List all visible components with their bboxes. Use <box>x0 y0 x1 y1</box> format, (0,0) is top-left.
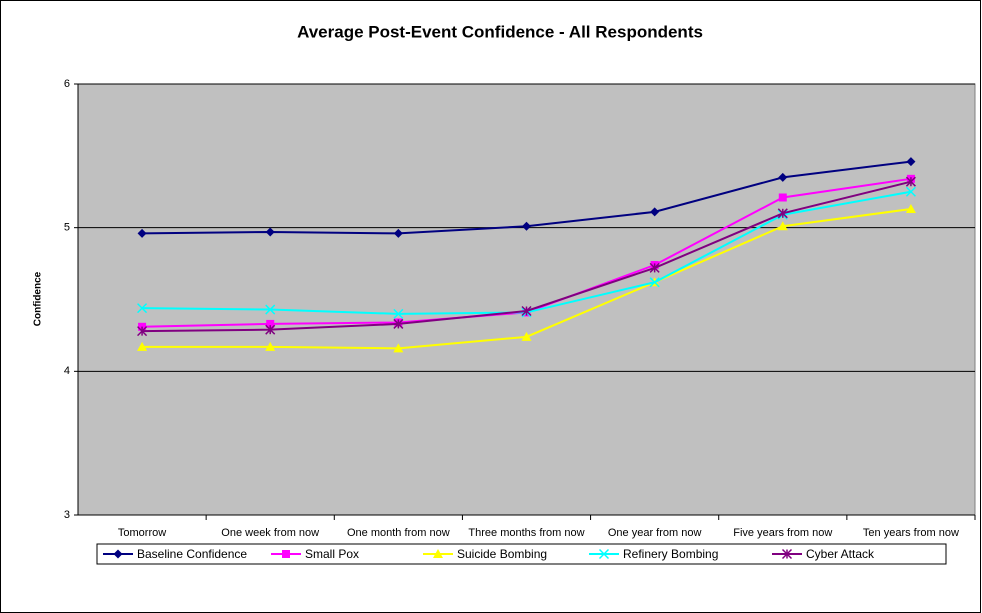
x-tick-label: One month from now <box>346 527 450 539</box>
marker-stroke <box>649 277 660 288</box>
legend <box>96 543 947 565</box>
legend-label: Refinery Bombing <box>623 547 718 561</box>
data-point <box>649 277 660 288</box>
data-point <box>521 305 532 317</box>
x-tick-label: Ten years from now <box>862 527 959 539</box>
data-point <box>265 341 276 351</box>
legend-marker <box>598 548 610 560</box>
data-point <box>522 221 531 231</box>
data-point <box>649 262 660 273</box>
marker-stroke <box>598 548 610 560</box>
legend-marker <box>433 549 443 558</box>
marker-stroke <box>137 303 148 314</box>
legend-label: Small Pox <box>305 547 359 561</box>
data-point <box>778 193 787 202</box>
data-point <box>521 331 532 341</box>
marker-stroke <box>265 304 276 315</box>
x-tick-label: Tomorrow <box>117 527 167 539</box>
chart-title: Average Post-Event Confidence - All Resp… <box>297 22 703 41</box>
data-point <box>777 221 788 231</box>
data-point <box>393 343 404 353</box>
legend-marker <box>113 549 123 559</box>
data-point <box>137 326 148 337</box>
y-tick-label: 4 <box>64 365 70 377</box>
legend-label: Cyber Attack <box>806 547 875 561</box>
marker-stroke <box>393 308 404 319</box>
data-point <box>905 176 916 187</box>
y-tick-label: 6 <box>64 78 70 90</box>
data-point <box>265 227 275 237</box>
data-point <box>393 318 404 329</box>
x-tick-label: Three months from now <box>468 527 585 539</box>
x-tick-label: One year from now <box>607 527 702 539</box>
data-point <box>778 172 788 182</box>
data-point <box>265 324 276 335</box>
data-point <box>650 207 660 217</box>
y-axis-label: Confidence <box>33 271 44 326</box>
data-point <box>905 203 916 213</box>
legend-marker <box>781 548 793 560</box>
legend-label: Suicide Bombing <box>457 547 547 561</box>
x-tick-label: Five years from now <box>733 527 833 539</box>
x-tick-label: One week from now <box>221 527 320 539</box>
marker-stroke <box>905 186 916 197</box>
data-point <box>137 303 148 314</box>
data-point <box>777 208 788 219</box>
data-point <box>393 228 403 238</box>
data-point <box>137 228 147 238</box>
y-tick-label: 3 <box>64 509 70 521</box>
data-point <box>906 157 916 167</box>
data-point <box>905 186 916 197</box>
legend-label: Baseline Confidence <box>137 547 247 561</box>
legend-marker <box>282 550 290 558</box>
data-point <box>393 308 404 319</box>
data-point <box>137 341 148 351</box>
plot-area <box>77 83 976 516</box>
data-point <box>266 319 275 328</box>
data-point <box>265 304 276 315</box>
y-tick-label: 5 <box>64 222 70 234</box>
